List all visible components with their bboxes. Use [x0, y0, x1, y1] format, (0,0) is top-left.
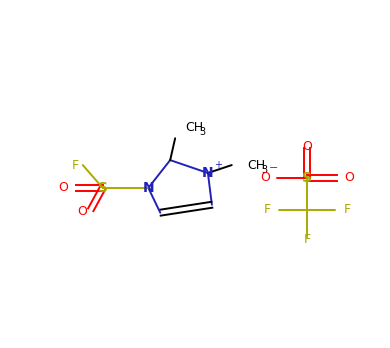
Text: O: O: [344, 172, 354, 184]
Text: N: N: [142, 181, 154, 195]
Text: O: O: [58, 181, 68, 195]
Text: F: F: [72, 159, 79, 172]
Text: CH: CH: [185, 121, 203, 134]
Text: CH: CH: [248, 159, 266, 172]
Text: −: −: [269, 163, 278, 173]
Text: F: F: [343, 203, 351, 216]
Text: +: +: [214, 160, 222, 170]
Text: 3: 3: [261, 165, 268, 175]
Text: F: F: [304, 233, 311, 246]
Text: O: O: [261, 172, 270, 184]
Text: O: O: [77, 205, 87, 218]
Text: 3: 3: [199, 127, 205, 137]
Text: N: N: [202, 166, 214, 180]
Text: O: O: [302, 140, 312, 153]
Text: S: S: [98, 181, 108, 195]
Text: S: S: [302, 171, 312, 185]
Text: F: F: [264, 203, 271, 216]
